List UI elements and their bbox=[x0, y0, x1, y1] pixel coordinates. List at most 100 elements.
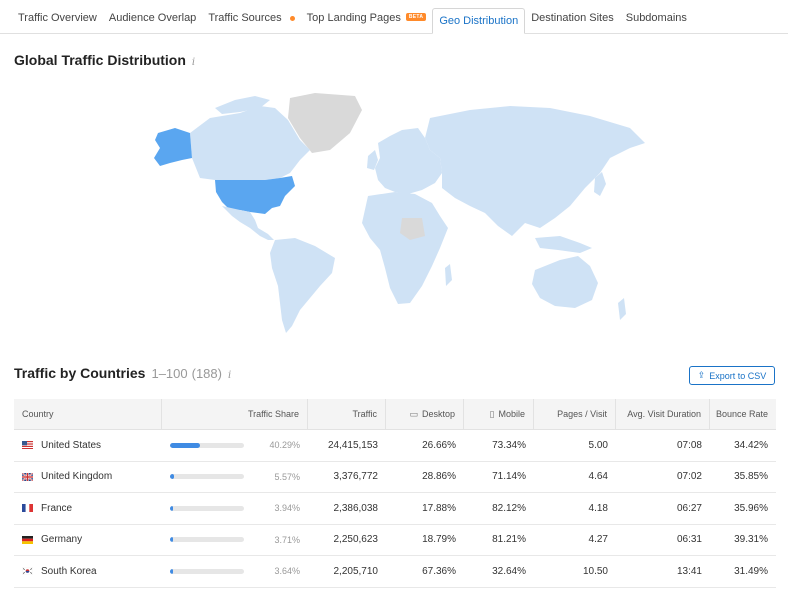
share-cell: 5.57% bbox=[162, 472, 308, 482]
header-bounce-rate[interactable]: Bounce Rate bbox=[710, 399, 776, 429]
traffic-share-fill bbox=[170, 537, 173, 543]
country-cell: France bbox=[14, 503, 162, 514]
map-region-southeast-asia[interactable] bbox=[535, 236, 592, 253]
traffic-share-bar bbox=[170, 537, 244, 543]
traffic-value: 24,415,153 bbox=[327, 439, 378, 451]
header-pages-visit[interactable]: Pages / Visit bbox=[534, 399, 616, 429]
us-flag-icon bbox=[22, 441, 33, 450]
map-region-united-states[interactable] bbox=[215, 176, 295, 214]
map-region-greenland[interactable] bbox=[288, 93, 362, 153]
tab-geo-distribution[interactable]: Geo Distribution bbox=[432, 8, 526, 34]
range-label: 1–100 bbox=[151, 366, 188, 381]
map-region-japan[interactable] bbox=[594, 172, 606, 196]
table-row[interactable]: South Korea 3.64% 2,205,710 67.36% 32.64… bbox=[14, 556, 776, 588]
map-region-uk[interactable] bbox=[367, 150, 378, 170]
traffic-value: 2,205,710 bbox=[333, 565, 379, 577]
map-region-asia[interactable] bbox=[425, 106, 645, 236]
header-country[interactable]: Country bbox=[14, 399, 162, 429]
table-row[interactable]: United Kingdom 5.57% 3,376,772 28.86% 71… bbox=[14, 462, 776, 493]
pages-visit-value: 4.27 bbox=[588, 534, 608, 546]
table-row[interactable]: Germany 3.71% 2,250,623 18.79% 81.21% 4.… bbox=[14, 525, 776, 556]
country-name[interactable]: United Kingdom bbox=[41, 471, 113, 483]
header-label: Traffic bbox=[352, 409, 377, 419]
traffic-share-value: 5.57% bbox=[274, 471, 300, 482]
traffic-value: 3,376,772 bbox=[333, 471, 379, 483]
traffic-share-value: 3.71% bbox=[274, 534, 300, 545]
tab-subdomains[interactable]: Subdomains bbox=[620, 3, 693, 33]
map-region-new-zealand[interactable] bbox=[618, 298, 626, 320]
map-region-alaska[interactable] bbox=[154, 128, 192, 166]
traffic-value: 2,250,623 bbox=[333, 534, 379, 546]
map-region-africa[interactable] bbox=[362, 192, 448, 304]
visit-duration-value: 06:31 bbox=[676, 534, 702, 546]
map-region-mexico[interactable] bbox=[222, 206, 274, 240]
pages-visit-value: 4.18 bbox=[588, 502, 608, 514]
header-label: Traffic Share bbox=[247, 409, 299, 419]
header-label: Country bbox=[22, 409, 54, 419]
tab-label: Traffic Sources bbox=[208, 12, 282, 24]
world-map[interactable] bbox=[140, 88, 660, 338]
germany-flag-icon bbox=[22, 535, 33, 544]
map-region-nodata[interactable] bbox=[400, 218, 425, 240]
country-name[interactable]: South Korea bbox=[41, 565, 97, 577]
traffic-share-fill bbox=[170, 474, 175, 480]
tab-top-landing-pages[interactable]: Top Landing Pages BETA bbox=[301, 3, 433, 33]
tab-label: Traffic Overview bbox=[18, 12, 97, 24]
bounce-rate-value: 35.96% bbox=[734, 502, 768, 514]
map-region-canada[interactable] bbox=[190, 106, 310, 180]
table-header-row: Country Traffic Share Traffic ▭ Desktop ▯… bbox=[14, 399, 776, 430]
desktop-value: 18.79% bbox=[422, 534, 456, 546]
header-traffic-share[interactable]: Traffic Share bbox=[162, 399, 308, 429]
info-icon[interactable]: i bbox=[191, 57, 196, 68]
visit-duration-value: 13:41 bbox=[676, 565, 702, 577]
mobile-value: 73.34% bbox=[492, 439, 526, 451]
header-label: Avg. Visit Duration bbox=[627, 409, 701, 419]
mobile-value: 82.12% bbox=[492, 502, 526, 514]
mobile-value: 81.21% bbox=[492, 534, 526, 546]
tab-audience-overlap[interactable]: Audience Overlap bbox=[103, 3, 202, 33]
export-icon: ⇪ bbox=[697, 370, 706, 380]
pages-visit-value: 4.64 bbox=[588, 471, 608, 483]
table-row[interactable]: France 3.94% 2,386,038 17.88% 82.12% 4.1… bbox=[14, 493, 776, 525]
bounce-rate-value: 35.85% bbox=[734, 471, 768, 483]
map-section-title: Global Traffic Distribution i bbox=[14, 52, 195, 68]
header-mobile[interactable]: ▯ Mobile bbox=[464, 399, 534, 429]
pages-visit-value: 5.00 bbox=[588, 439, 608, 451]
france-flag-icon bbox=[22, 504, 33, 513]
country-name[interactable]: France bbox=[41, 502, 73, 514]
tab-destination-sites[interactable]: Destination Sites bbox=[525, 3, 620, 33]
header-desktop[interactable]: ▭ Desktop bbox=[386, 399, 464, 429]
country-name[interactable]: United States bbox=[41, 439, 102, 451]
countries-section-title: Traffic by Countries 1–100 (188) i bbox=[14, 365, 231, 381]
map-region-south-america[interactable] bbox=[270, 238, 335, 333]
tab-bar: Traffic Overview Audience Overlap Traffi… bbox=[0, 0, 788, 34]
traffic-share-value: 3.94% bbox=[274, 503, 300, 514]
tab-label: Geo Distribution bbox=[439, 15, 519, 27]
export-csv-button[interactable]: ⇪ Export to CSV bbox=[689, 366, 775, 385]
traffic-share-value: 3.64% bbox=[274, 566, 300, 577]
tab-label: Subdomains bbox=[625, 12, 687, 24]
bounce-rate-value: 39.31% bbox=[734, 534, 768, 546]
desktop-value: 26.66% bbox=[422, 439, 456, 451]
info-icon[interactable]: i bbox=[227, 370, 232, 381]
mobile-icon: ▯ bbox=[489, 408, 495, 419]
pages-visit-value: 10.50 bbox=[582, 565, 608, 577]
country-name[interactable]: Germany bbox=[41, 534, 83, 546]
share-cell: 40.29% bbox=[162, 440, 308, 450]
mobile-value: 71.14% bbox=[492, 471, 526, 483]
country-cell: South Korea bbox=[14, 566, 162, 577]
country-cell: United States bbox=[14, 440, 162, 451]
map-region-europe[interactable] bbox=[375, 128, 442, 194]
header-traffic[interactable]: Traffic bbox=[308, 399, 386, 429]
traffic-share-fill bbox=[170, 568, 173, 574]
map-region-madagascar[interactable] bbox=[445, 264, 452, 286]
header-label: Desktop bbox=[421, 409, 455, 419]
tab-traffic-overview[interactable]: Traffic Overview bbox=[12, 3, 103, 33]
countries-table: Country Traffic Share Traffic ▭ Desktop ▯… bbox=[14, 399, 776, 588]
map-region-arctic-islands[interactable] bbox=[215, 96, 270, 114]
map-region-australia[interactable] bbox=[532, 256, 598, 308]
traffic-share-bar bbox=[170, 442, 244, 448]
header-avg-visit-duration[interactable]: Avg. Visit Duration bbox=[616, 399, 710, 429]
table-row[interactable]: United States 40.29% 24,415,153 26.66% 7… bbox=[14, 430, 776, 462]
tab-traffic-sources[interactable]: Traffic Sources bbox=[202, 3, 300, 33]
